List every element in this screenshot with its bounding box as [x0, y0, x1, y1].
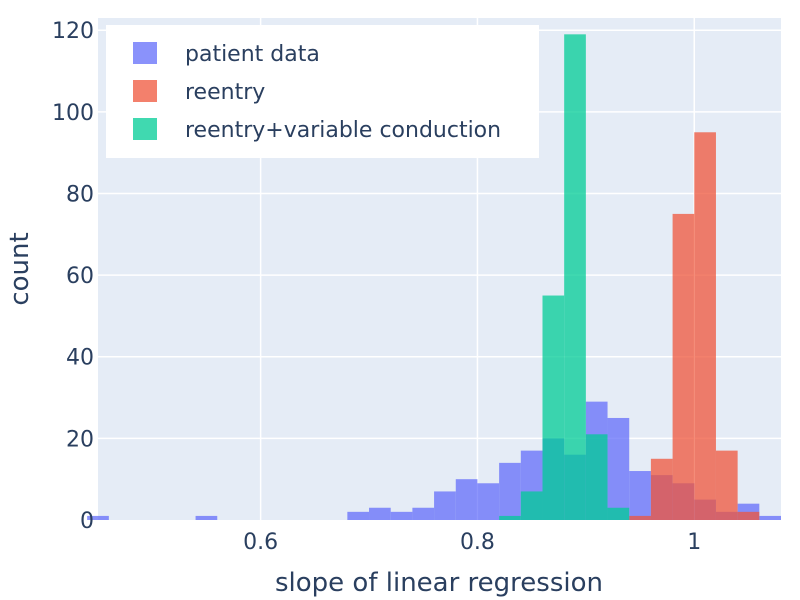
series-3-bars [499, 34, 630, 521]
histogram-bar[interactable] [650, 458, 673, 520]
histogram-bar[interactable] [520, 491, 543, 520]
histogram-bar[interactable] [629, 471, 651, 520]
histogram-bar[interactable] [737, 511, 760, 520]
histogram-bar[interactable] [499, 462, 521, 520]
histogram-bar[interactable] [499, 515, 521, 520]
histogram-bar[interactable] [759, 515, 781, 520]
histogram-bars [87, 34, 781, 521]
y-tick-label: 60 [66, 264, 94, 289]
x-tick-label: 0.6 [243, 530, 278, 555]
histogram-bar[interactable] [607, 507, 630, 520]
y-tick-label: 80 [66, 182, 94, 207]
histogram-bar[interactable] [195, 515, 218, 520]
legend-swatch [133, 42, 157, 64]
histogram-bar[interactable] [390, 511, 413, 520]
y-tick-label: 120 [52, 19, 94, 44]
x-axis-ticks: 0.6 0.8 1 [243, 530, 701, 555]
legend-item[interactable]: reentry+variable conduction [133, 118, 501, 143]
legend-label: reentry+variable conduction [185, 118, 501, 143]
legend[interactable]: patient data reentry reentry+variable cond… [106, 25, 539, 158]
y-axis-ticks: 0 20 40 60 80 100 120 [52, 19, 94, 534]
legend-swatch [133, 80, 157, 102]
histogram-bar[interactable] [87, 515, 109, 520]
y-tick-label: 0 [80, 509, 94, 534]
y-tick-label: 20 [66, 427, 94, 452]
histogram-bar[interactable] [412, 507, 435, 520]
histogram-bar[interactable] [564, 34, 586, 521]
legend-box [106, 25, 539, 158]
histogram-bar[interactable] [672, 213, 695, 520]
histogram-bar[interactable] [477, 483, 500, 520]
x-tick-label: 1 [687, 530, 701, 555]
histogram-bar[interactable] [542, 295, 565, 520]
histogram-bar[interactable] [694, 132, 716, 520]
y-axis-title: count [5, 232, 35, 305]
legend-label: reentry [185, 80, 265, 105]
legend-item[interactable]: patient data [133, 42, 320, 67]
x-tick-label: 0.8 [460, 530, 495, 555]
legend-label: patient data [185, 42, 320, 67]
y-tick-label: 100 [52, 101, 94, 126]
histogram-bar[interactable] [715, 450, 738, 520]
legend-item[interactable]: reentry [133, 80, 265, 105]
histogram-bar[interactable] [369, 507, 391, 520]
series-2-bars [629, 132, 760, 520]
y-tick-label: 40 [66, 346, 94, 371]
x-axis-title: slope of linear regression [275, 568, 603, 598]
histogram-bar[interactable] [607, 417, 630, 520]
histogram-bar[interactable] [629, 515, 651, 520]
histogram-bar[interactable] [455, 479, 478, 520]
histogram-bar[interactable] [434, 491, 456, 520]
histogram-bar[interactable] [347, 511, 370, 520]
legend-swatch [133, 118, 157, 140]
histogram-bar[interactable] [585, 434, 608, 520]
